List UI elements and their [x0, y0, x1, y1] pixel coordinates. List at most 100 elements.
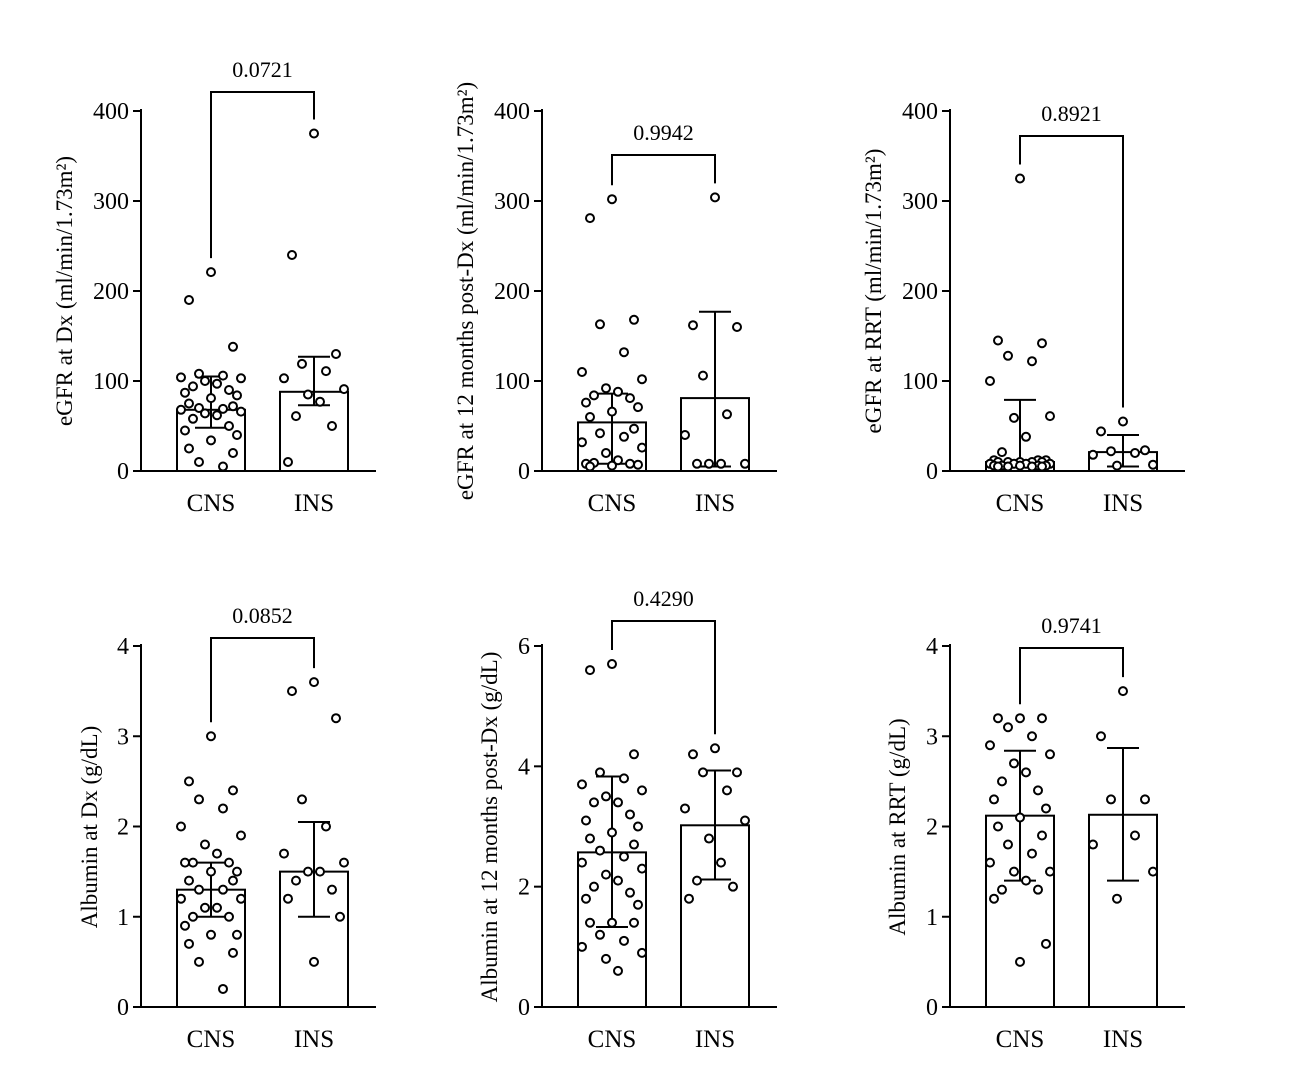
data-point: [581, 815, 591, 826]
data-point: [1015, 713, 1025, 724]
data-point: [335, 911, 345, 922]
data-point: [200, 839, 210, 850]
p-value-label: 0.0721: [232, 57, 293, 82]
data-point: [283, 457, 293, 467]
data-point: [321, 821, 331, 832]
data-point: [1118, 416, 1128, 427]
data-point: [279, 848, 289, 859]
data-point: [188, 381, 198, 392]
data-point: [224, 385, 234, 395]
data-point: [1088, 449, 1098, 460]
data-point: [331, 349, 341, 359]
y-axis-label: eGFR at 12 months post-Dx (ml/min/1.73m²…: [453, 82, 478, 500]
data-point: [688, 320, 698, 331]
data-point: [194, 884, 204, 895]
chart-panel-5: 0 2 4 6 Albumin at 12 months post-Dx (g/dL) C…: [477, 586, 777, 1053]
data-point: [722, 785, 732, 796]
data-point: [194, 457, 204, 467]
data-point: [613, 386, 623, 397]
data-point: [633, 459, 643, 470]
data-point: [637, 947, 647, 958]
data-point: [1088, 839, 1098, 850]
y-tick-label: 0: [518, 995, 530, 1021]
data-point: [218, 803, 228, 814]
data-point: [188, 413, 198, 424]
data-point: [228, 341, 238, 352]
y-tick-label: 4: [518, 754, 530, 780]
data-point: [232, 866, 242, 877]
data-point: [1015, 173, 1025, 184]
data-point: [1037, 713, 1047, 724]
data-point: [732, 322, 742, 332]
data-point: [728, 881, 738, 892]
data-point: [1015, 956, 1025, 967]
data-point: [297, 358, 307, 369]
data-point: [224, 857, 234, 868]
y-tick-label: 0: [926, 995, 938, 1021]
data-point: [309, 956, 319, 967]
y-tick-label: 1: [117, 905, 129, 931]
y-tick-label: 100: [494, 369, 530, 395]
y-tick-label: 100: [93, 369, 129, 395]
data-point: [194, 794, 204, 805]
data-point: [993, 335, 1003, 346]
data-point: [321, 366, 331, 377]
data-point: [625, 458, 635, 469]
y-tick-label: 4: [926, 634, 938, 660]
y-tick-label: 200: [902, 279, 938, 305]
data-point: [629, 749, 639, 760]
data-point: [1112, 893, 1122, 904]
data-point: [206, 731, 216, 742]
data-point: [1037, 461, 1047, 472]
data-point: [232, 929, 242, 940]
significance-bracket: [611, 154, 716, 186]
data-point: [184, 398, 194, 409]
data-point: [206, 435, 216, 446]
y-tick-label: 2: [117, 815, 129, 841]
data-point: [1009, 866, 1019, 877]
data-point: [619, 935, 629, 946]
data-point: [581, 397, 591, 408]
data-point: [327, 884, 337, 895]
data-point: [1003, 839, 1013, 850]
x-tick-label: INS: [695, 490, 735, 517]
data-point: [585, 213, 595, 224]
data-point: [180, 920, 190, 931]
data-point: [184, 875, 194, 886]
data-point: [704, 458, 714, 469]
p-value-label: 0.9942: [633, 120, 694, 145]
y-tick-label: 3: [117, 724, 129, 750]
y-tick-label: 0: [926, 459, 938, 485]
data-point: [331, 713, 341, 724]
data-point: [577, 779, 587, 790]
y-tick-label: 400: [902, 99, 938, 125]
data-point: [997, 884, 1007, 895]
data-point: [601, 953, 611, 964]
y-tick-label: 200: [494, 279, 530, 305]
data-point: [224, 911, 234, 922]
data-point: [176, 893, 186, 904]
data-point: [194, 403, 204, 413]
data-point: [1037, 338, 1047, 349]
data-point: [997, 776, 1007, 787]
x-tick-label: INS: [294, 490, 334, 517]
data-point: [607, 194, 617, 205]
x-tick-label: INS: [1103, 490, 1143, 517]
chart-panel-1: 0 100 200 300 400 eGFR at Dx (ml/min/1.73m²) C…: [52, 57, 376, 517]
data-point: [595, 767, 605, 778]
data-point: [577, 941, 587, 952]
x-tick-label: CNS: [187, 490, 236, 517]
data-point: [1021, 875, 1031, 886]
x-tick-label: CNS: [187, 1026, 236, 1053]
y-axis-label: Albumin at 12 months post-Dx (g/dL): [477, 652, 502, 1003]
data-point: [601, 791, 611, 802]
data-point: [228, 875, 238, 886]
data-point: [1041, 803, 1051, 814]
data-point: [188, 911, 198, 922]
data-point: [1118, 686, 1128, 697]
data-point: [232, 430, 242, 440]
x-tick-label: CNS: [996, 1026, 1045, 1053]
data-point: [303, 389, 313, 400]
data-point: [732, 767, 742, 778]
y-tick-label: 3: [926, 724, 938, 750]
